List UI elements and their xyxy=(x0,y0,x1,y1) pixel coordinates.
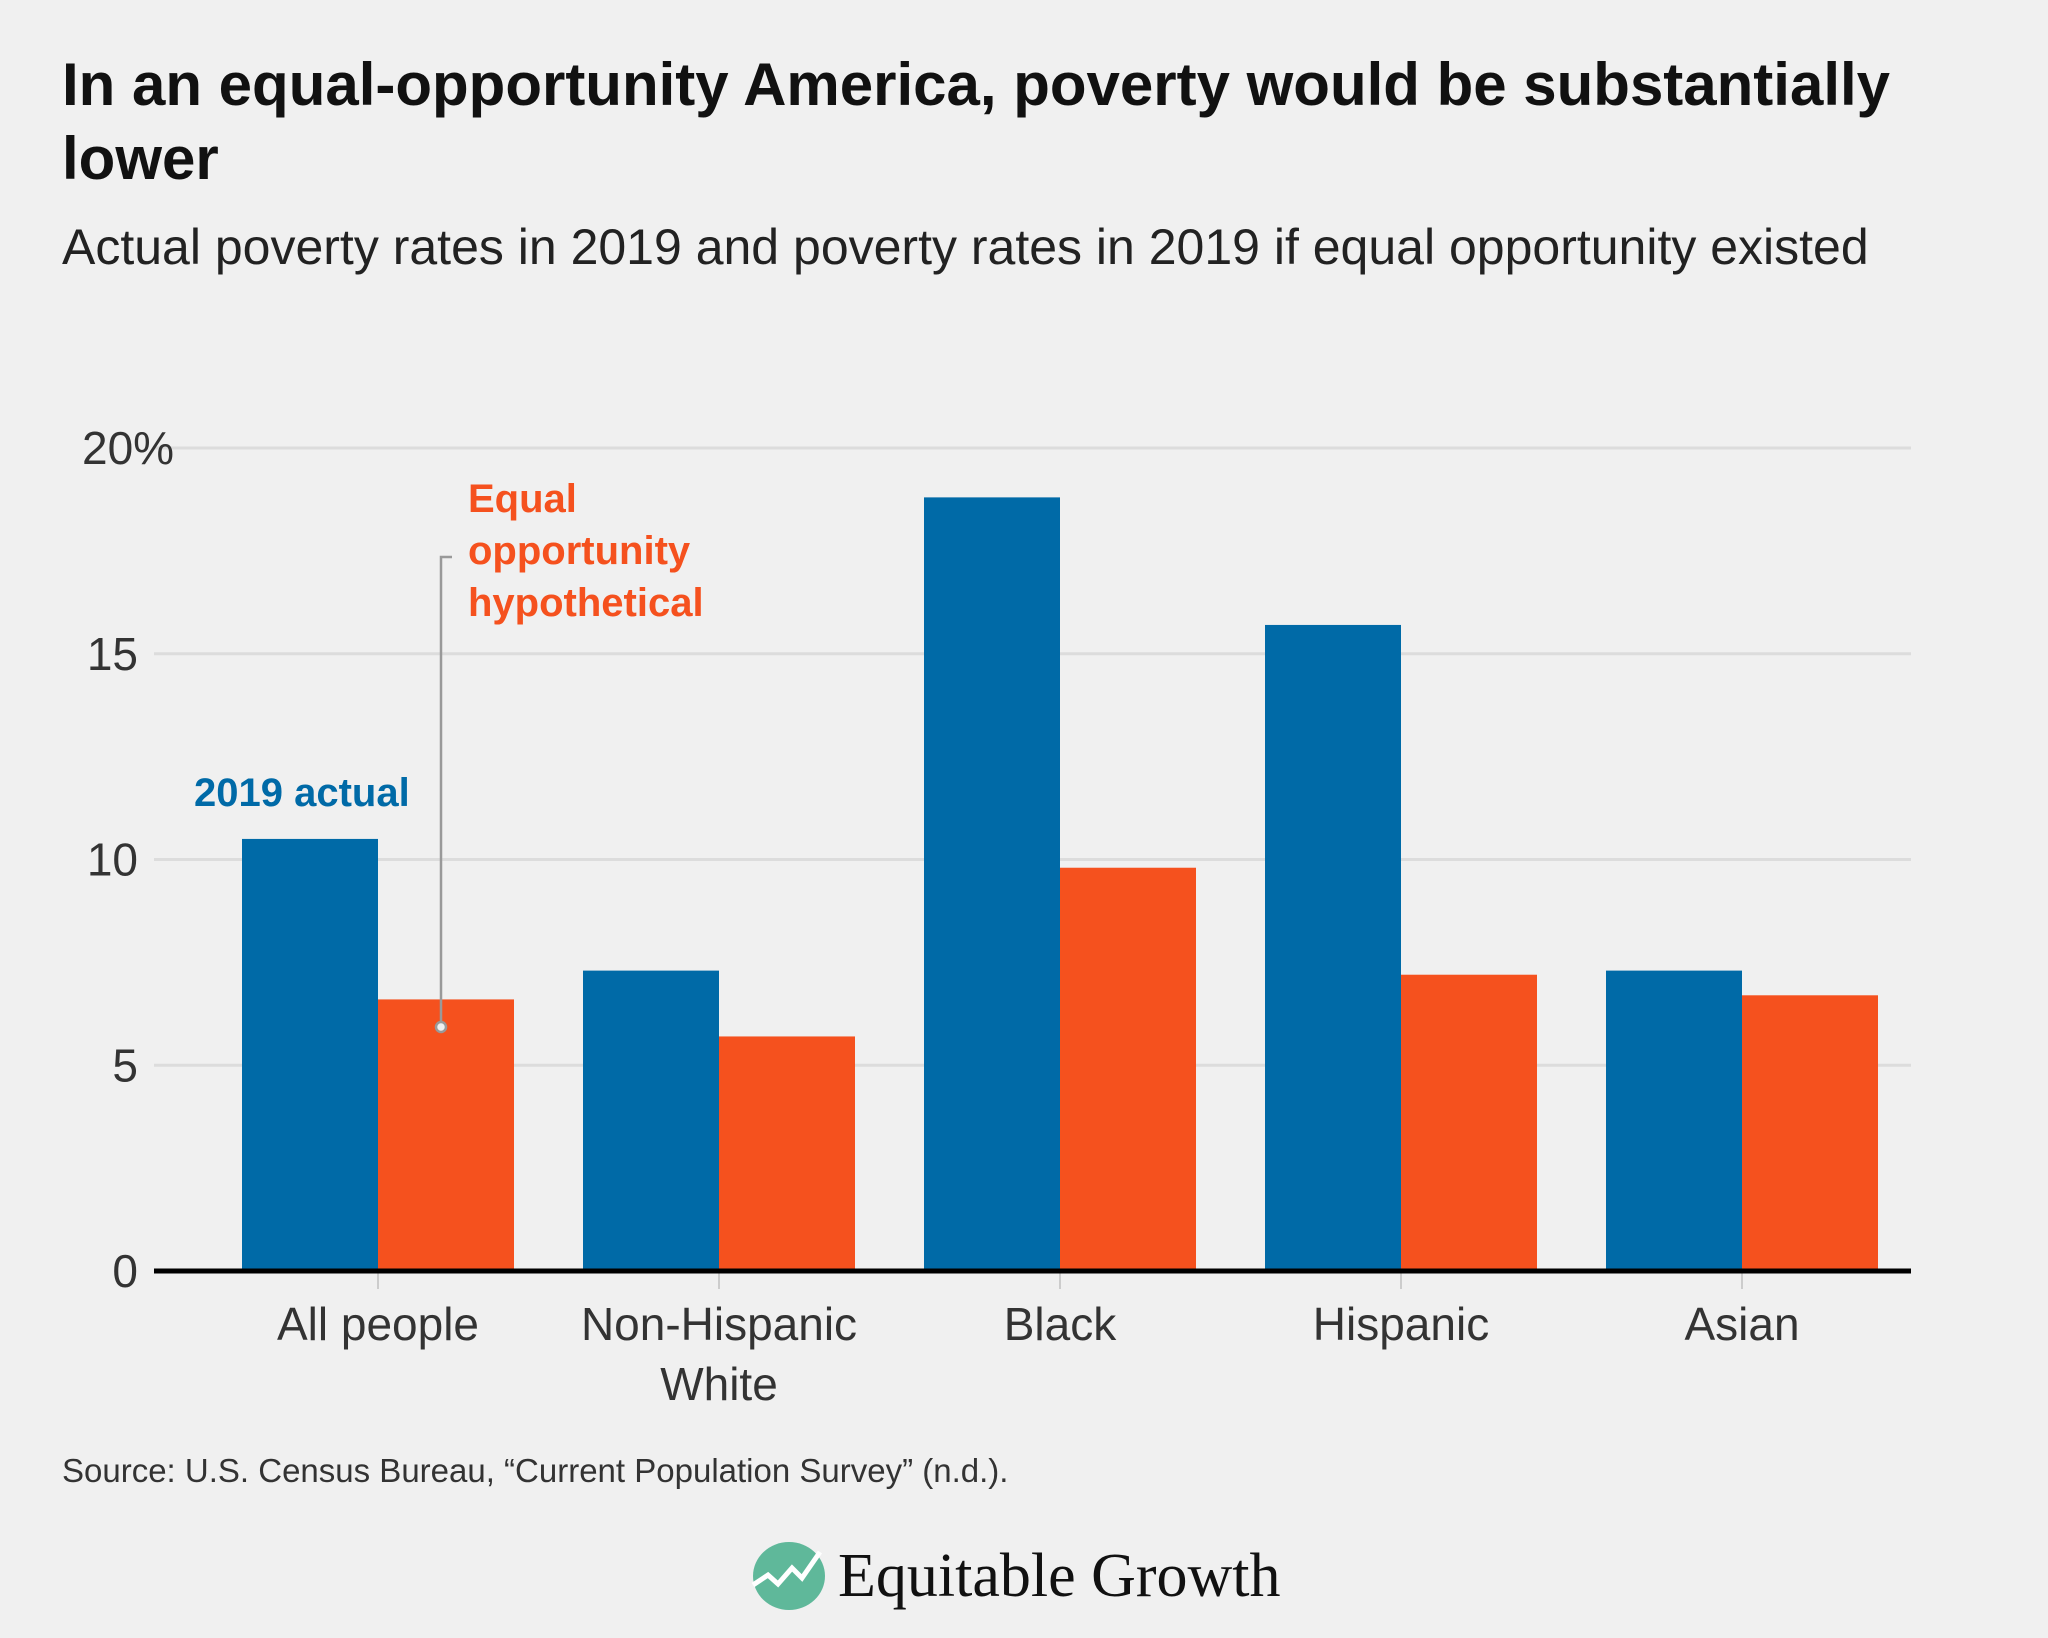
logo-text: Equitable Growth xyxy=(838,1541,1281,1610)
logo-chart-icon xyxy=(751,1542,825,1610)
y-tick-label: 10 xyxy=(87,834,138,886)
bar-actual xyxy=(1265,624,1401,1271)
bar-hypothetical xyxy=(719,1036,855,1271)
y-tick-label: 15 xyxy=(87,628,138,680)
source-note: Source: U.S. Census Bureau, “Current Pop… xyxy=(62,1452,1009,1489)
bar-hypothetical xyxy=(1742,995,1878,1271)
bar-chart: 0 5 10 15 20% All people Non-Hispanic White Blac… xyxy=(82,422,1911,1410)
y-tick-label: 20% xyxy=(82,422,174,474)
bar-actual xyxy=(242,838,378,1271)
bar-hypothetical xyxy=(378,999,514,1271)
legend-label-actual: 2019 actual xyxy=(194,771,410,815)
bar-hypothetical xyxy=(1060,867,1196,1271)
bar-actual xyxy=(924,497,1060,1271)
bar-actual xyxy=(583,970,719,1271)
legend-label-hypothetical: opportunity xyxy=(468,529,691,573)
chart-subtitle: Actual poverty rates in 2019 and poverty… xyxy=(62,219,1869,275)
annotation-leader-line xyxy=(439,555,452,1026)
legend-label-hypothetical: Equal xyxy=(468,477,577,521)
x-tick-label: White xyxy=(660,1358,778,1410)
bar-actual xyxy=(1606,970,1742,1271)
legend-label-hypothetical: hypothetical xyxy=(468,581,704,625)
chart-title: In an equal-opportunity America, poverty… xyxy=(62,51,1891,192)
x-tick-label: Non-Hispanic xyxy=(581,1298,857,1350)
x-tick-label: All people xyxy=(277,1298,479,1350)
bar-hypothetical xyxy=(1401,974,1537,1271)
x-tick-label: Asian xyxy=(1684,1298,1799,1350)
x-tick-label: Hispanic xyxy=(1313,1298,1489,1350)
annotation-dot xyxy=(434,1020,448,1034)
x-tick-label: Black xyxy=(1004,1298,1117,1350)
y-tick-label: 5 xyxy=(112,1039,138,1091)
logo: Equitable Growth xyxy=(750,1540,1281,1612)
y-tick-label: 0 xyxy=(112,1245,138,1297)
